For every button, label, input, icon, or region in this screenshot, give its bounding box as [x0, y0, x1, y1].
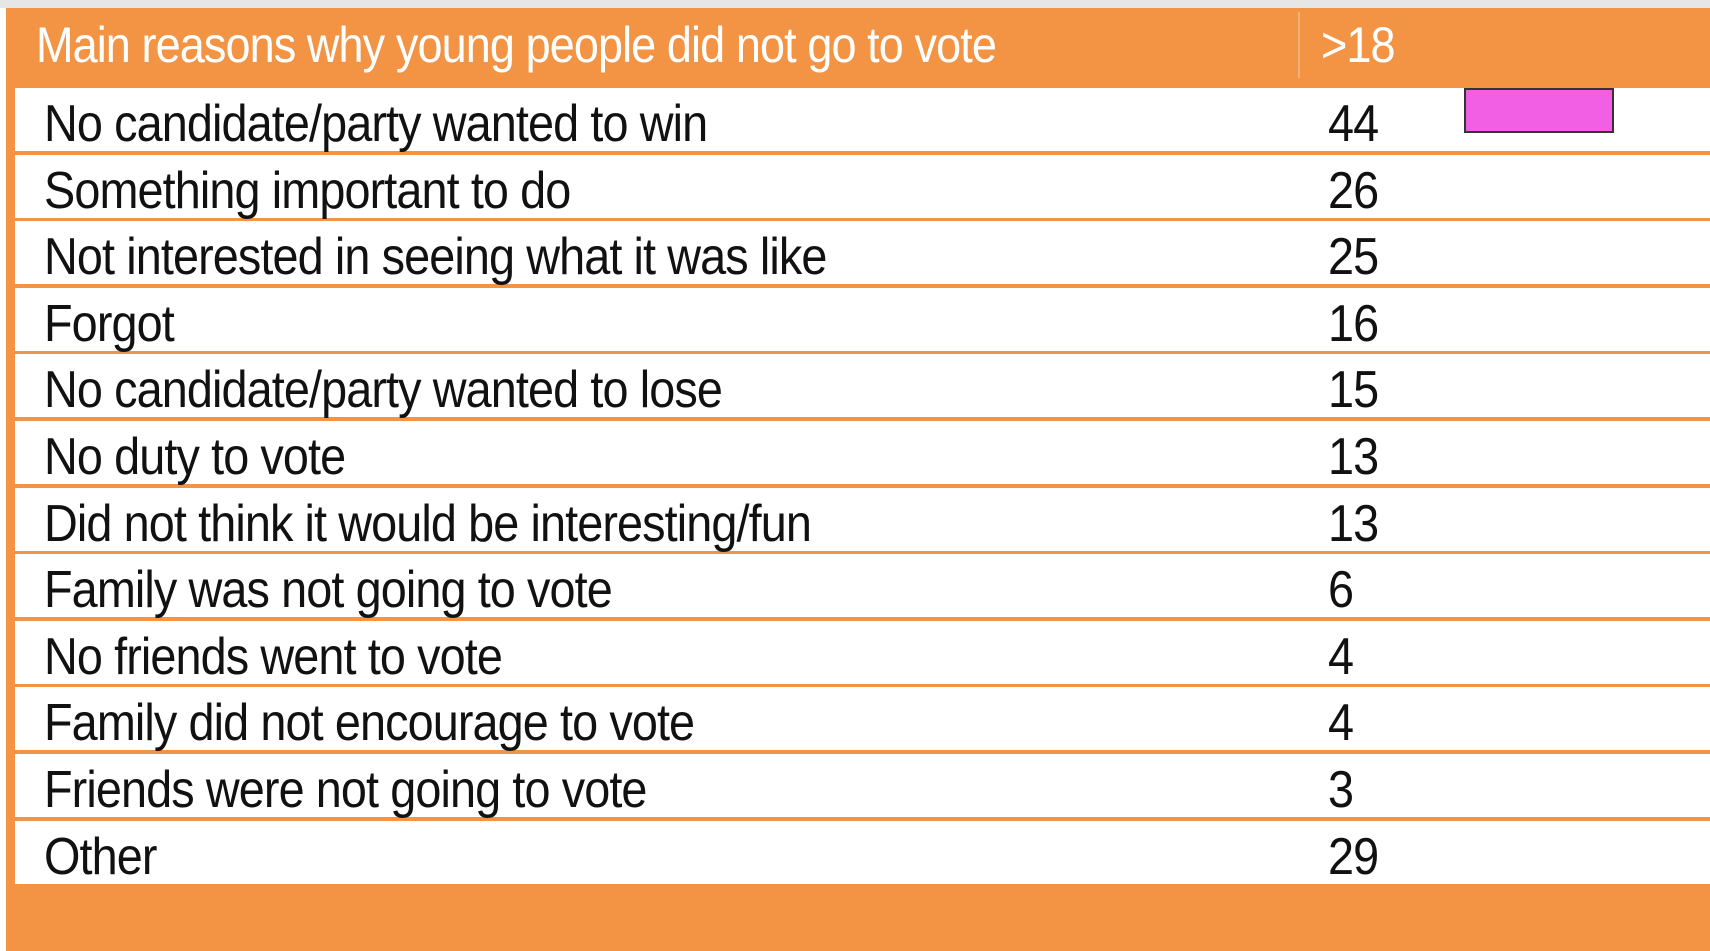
row-label: No candidate/party wanted to lose — [44, 360, 722, 420]
row-label: Friends were not going to vote — [44, 760, 647, 820]
table-row: Friends were not going to vote 3 — [15, 754, 1710, 817]
top-strip — [0, 0, 1710, 8]
row-label: Family did not encourage to vote — [44, 693, 694, 753]
row-label: Other — [44, 827, 157, 887]
table-row: Something important to do 26 — [15, 155, 1710, 218]
row-value: 44 — [1328, 94, 1378, 154]
table-row: Family was not going to vote 6 — [15, 554, 1710, 617]
reasons-table: Main reasons why young people did not go… — [6, 8, 1710, 88]
row-value: 4 — [1328, 693, 1353, 753]
row-value: 25 — [1328, 227, 1378, 287]
row-value: 16 — [1328, 294, 1378, 354]
row-value: 13 — [1328, 427, 1378, 487]
table-row: Not interested in seeing what it was lik… — [15, 221, 1710, 284]
row-value: 4 — [1328, 627, 1353, 687]
row-value: 26 — [1328, 161, 1378, 221]
row-label: Forgot — [44, 294, 174, 354]
header-label: Main reasons why young people did not go… — [36, 16, 996, 74]
row-value: 29 — [1328, 827, 1378, 887]
table-frame: Main reasons why young people did not go… — [6, 8, 1710, 951]
column-divider — [1298, 12, 1300, 78]
row-label: Family was not going to vote — [44, 560, 612, 620]
row-label: No candidate/party wanted to win — [44, 94, 707, 154]
row-label: Something important to do — [44, 161, 570, 221]
table-row: Family did not encourage to vote 4 — [15, 687, 1710, 750]
row-value: 6 — [1328, 560, 1353, 620]
table-row: Forgot 16 — [15, 288, 1710, 351]
row-value: 15 — [1328, 360, 1378, 420]
row-label: Not interested in seeing what it was lik… — [44, 227, 827, 287]
table-row: No friends went to vote 4 — [15, 621, 1710, 684]
table-row: Did not think it would be interesting/fu… — [15, 488, 1710, 551]
legend-swatch — [1464, 88, 1614, 133]
row-value: 13 — [1328, 494, 1378, 554]
table-row: No candidate/party wanted to lose 15 — [15, 354, 1710, 417]
table-row: No candidate/party wanted to win 44 — [15, 88, 1710, 151]
row-label: No friends went to vote — [44, 627, 502, 687]
row-value: 3 — [1328, 760, 1353, 820]
table-header-row: Main reasons why young people did not go… — [6, 8, 1710, 88]
table-row: Other 29 — [15, 821, 1710, 884]
row-label: No duty to vote — [44, 427, 345, 487]
row-label: Did not think it would be interesting/fu… — [44, 494, 811, 554]
header-value: >18 — [1321, 16, 1395, 74]
table-row: No duty to vote 13 — [15, 421, 1710, 484]
